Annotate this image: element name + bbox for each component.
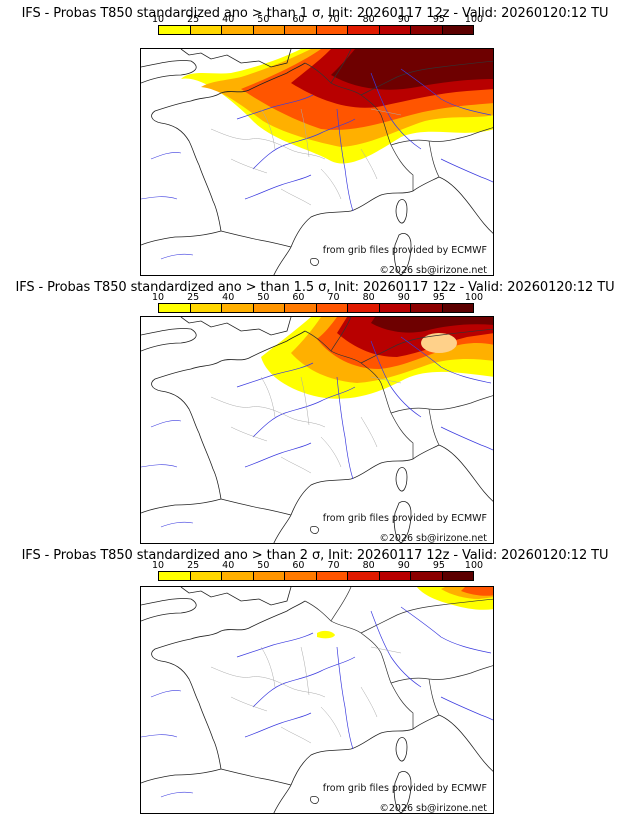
- data-source-credit: from grib files provided by ECMWF: [322, 783, 487, 794]
- colorbar-segment: [222, 572, 254, 580]
- colorbar-tick-label: 70: [327, 560, 340, 571]
- colorbar-segment: [190, 304, 222, 312]
- colorbar-segment: [190, 572, 222, 580]
- colorbar-labels: 10 25 40 50 60 70 80 90 95 100: [150, 560, 490, 571]
- colorbar-segment: [348, 304, 380, 312]
- colorbar-segment: [285, 304, 317, 312]
- colorbar-segment: [316, 572, 348, 580]
- panel-title: IFS - Probas T850 standardized ano > tha…: [21, 548, 609, 563]
- colorbar-tick-label: 25: [187, 292, 200, 303]
- copyright-credit: ©2026 sb@irizone.net: [379, 533, 487, 544]
- forecast-panel-3: IFS - Probas T850 standardized ano > tha…: [0, 540, 630, 816]
- colorbar-tick-label: 90: [397, 560, 410, 571]
- colorbar-segment: [159, 572, 191, 580]
- colorbar-tick-label: 100: [464, 292, 484, 303]
- colorbar-tick-label: 40: [222, 560, 235, 571]
- colorbar-segment: [379, 304, 411, 312]
- copyright-credit: ©2026 sb@irizone.net: [379, 803, 487, 814]
- colorbar-segment: [316, 304, 348, 312]
- panel-title: IFS - Probas T850 standardized ano > tha…: [15, 280, 615, 295]
- data-source-credit: from grib files provided by ECMWF: [322, 513, 487, 524]
- colorbar-segment: [190, 26, 222, 34]
- probability-map: from grib files provided by ECMWF ©2026 …: [140, 316, 494, 544]
- colorbar-segment: [253, 26, 285, 34]
- data-source-credit: from grib files provided by ECMWF: [322, 245, 487, 256]
- colorbar-tick-label: 25: [187, 560, 200, 571]
- colorbar-tick-label: 50: [257, 560, 270, 571]
- colorbar-tick-label: 10: [151, 560, 165, 571]
- colorbar-tick-label: 50: [257, 292, 270, 303]
- colorbar-segment: [442, 572, 473, 580]
- colorbar-segment: [379, 572, 411, 580]
- colorbar-tick-label: 70: [327, 14, 340, 25]
- colorbar-labels: 10 25 40 50 60 70 80 90 95 100: [150, 292, 490, 303]
- colorbar: [158, 571, 474, 581]
- colorbar-tick-label: 50: [257, 14, 270, 25]
- colorbar-segment: [253, 572, 285, 580]
- colorbar-segment: [285, 572, 317, 580]
- colorbar-segment: [442, 26, 473, 34]
- colorbar-segment: [222, 304, 254, 312]
- colorbar-segment: [442, 304, 473, 312]
- colorbar-tick-label: 80: [362, 292, 375, 303]
- colorbar-segment: [348, 26, 380, 34]
- panel-title: IFS - Probas T850 standardized ano > tha…: [21, 6, 609, 21]
- colorbar-segment: [159, 26, 191, 34]
- colorbar-tick-label: 100: [464, 560, 484, 571]
- colorbar-segment: [222, 26, 254, 34]
- colorbar-tick-label: 60: [292, 14, 305, 25]
- colorbar-tick-label: 80: [362, 14, 375, 25]
- map-svg: [141, 587, 493, 813]
- colorbar-tick-label: 100: [464, 14, 484, 25]
- colorbar-segment: [411, 304, 443, 312]
- colorbar-tick-label: 40: [222, 292, 235, 303]
- colorbar-tick-label: 60: [292, 292, 305, 303]
- colorbar: [158, 25, 474, 35]
- colorbar-segment: [379, 26, 411, 34]
- colorbar-tick-label: 95: [432, 292, 445, 303]
- map-svg: [141, 317, 493, 543]
- colorbar-tick-label: 95: [432, 14, 445, 25]
- probability-map: from grib files provided by ECMWF ©2026 …: [140, 586, 494, 814]
- colorbar-tick-label: 70: [327, 292, 340, 303]
- colorbar-tick-label: 60: [292, 560, 305, 571]
- copyright-credit: ©2026 sb@irizone.net: [379, 265, 487, 276]
- colorbar-tick-label: 40: [222, 14, 235, 25]
- map-svg: [141, 49, 493, 275]
- colorbar-segment: [285, 26, 317, 34]
- colorbar-labels: 10 25 40 50 60 70 80 90 95 100: [150, 14, 490, 25]
- probability-map: from grib files provided by ECMWF ©2026 …: [140, 48, 494, 276]
- colorbar-segment: [253, 304, 285, 312]
- forecast-panel-1: IFS - Probas T850 standardized ano > tha…: [0, 0, 630, 276]
- colorbar-tick-label: 80: [362, 560, 375, 571]
- colorbar-tick-label: 25: [187, 14, 200, 25]
- colorbar-segment: [411, 26, 443, 34]
- colorbar-segment: [411, 572, 443, 580]
- forecast-panel-2: IFS - Probas T850 standardized ano > tha…: [0, 270, 630, 546]
- colorbar-tick-label: 10: [151, 292, 165, 303]
- colorbar-tick-label: 10: [151, 14, 165, 25]
- colorbar-segment: [316, 26, 348, 34]
- colorbar-tick-label: 95: [432, 560, 445, 571]
- colorbar-segment: [159, 304, 191, 312]
- colorbar-tick-label: 90: [397, 292, 410, 303]
- colorbar-tick-label: 90: [397, 14, 410, 25]
- colorbar: [158, 303, 474, 313]
- colorbar-segment: [348, 572, 380, 580]
